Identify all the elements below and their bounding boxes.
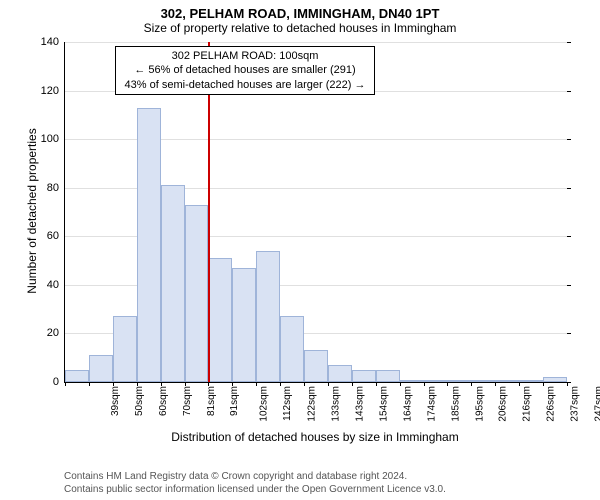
histogram-bar xyxy=(447,380,471,382)
x-tick-mark xyxy=(328,382,329,386)
x-tick-mark xyxy=(304,382,305,386)
histogram-bar xyxy=(376,370,400,382)
histogram-bar xyxy=(495,380,519,382)
histogram-bar xyxy=(400,380,424,382)
y-tick-label: 40 xyxy=(47,279,59,291)
x-tick-mark xyxy=(89,382,90,386)
x-tick-label: 164sqm xyxy=(402,386,413,422)
page-title: 302, PELHAM ROAD, IMMINGHAM, DN40 1PT xyxy=(0,0,600,21)
x-tick-label: 122sqm xyxy=(307,386,318,422)
histogram-bar xyxy=(113,316,137,382)
x-tick-mark xyxy=(161,382,162,386)
x-tick-label: 70sqm xyxy=(182,386,193,416)
x-tick-mark xyxy=(280,382,281,386)
histogram-bar xyxy=(328,365,352,382)
x-tick-label: 143sqm xyxy=(355,386,366,422)
histogram-bar xyxy=(232,268,256,382)
x-tick-label: 91sqm xyxy=(229,386,240,416)
x-tick-mark xyxy=(208,382,209,386)
x-tick-label: 226sqm xyxy=(546,386,557,422)
x-tick-label: 81sqm xyxy=(206,386,217,416)
x-axis-label: Distribution of detached houses by size … xyxy=(64,430,566,444)
x-tick-mark xyxy=(400,382,401,386)
x-tick-label: 112sqm xyxy=(282,386,293,421)
histogram-bar xyxy=(352,370,376,382)
x-tick-mark xyxy=(113,382,114,386)
x-tick-label: 185sqm xyxy=(450,386,461,422)
x-tick-label: 206sqm xyxy=(498,386,509,422)
histogram-bar xyxy=(519,380,543,382)
y-tick-label: 80 xyxy=(47,182,59,194)
x-tick-mark xyxy=(232,382,233,386)
histogram-bar xyxy=(280,316,304,382)
x-tick-label: 133sqm xyxy=(331,386,342,422)
x-tick-mark xyxy=(519,382,520,386)
histogram-bar xyxy=(161,185,185,382)
x-tick-mark xyxy=(495,382,496,386)
x-tick-mark xyxy=(376,382,377,386)
histogram-bar xyxy=(543,377,567,382)
histogram-bar xyxy=(208,258,232,382)
y-tick-mark xyxy=(567,139,571,140)
histogram-bar xyxy=(424,380,448,382)
y-tick-label: 60 xyxy=(47,230,59,242)
y-axis-label: Number of detached properties xyxy=(25,111,39,311)
histogram-bar xyxy=(89,355,113,382)
annotation-box: 302 PELHAM ROAD: 100sqm ← 56% of detache… xyxy=(115,46,375,95)
annotation-line-3: 43% of semi-detached houses are larger (… xyxy=(120,78,370,92)
footer-attribution: Contains HM Land Registry data © Crown c… xyxy=(64,470,446,496)
x-tick-label: 195sqm xyxy=(474,386,485,422)
x-tick-label: 50sqm xyxy=(134,386,145,416)
x-tick-label: 102sqm xyxy=(259,386,270,422)
histogram-bar xyxy=(471,380,495,382)
x-tick-mark xyxy=(424,382,425,386)
x-tick-label: 216sqm xyxy=(522,386,533,422)
x-tick-mark xyxy=(185,382,186,386)
y-tick-label: 0 xyxy=(53,376,59,388)
y-tick-label: 120 xyxy=(41,85,59,97)
histogram-bar xyxy=(304,350,328,382)
page-subtitle: Size of property relative to detached ho… xyxy=(0,21,600,35)
y-tick-mark xyxy=(567,285,571,286)
x-tick-mark xyxy=(256,382,257,386)
x-tick-label: 174sqm xyxy=(426,386,437,422)
histogram-bar xyxy=(137,108,161,382)
x-tick-mark xyxy=(447,382,448,386)
x-tick-mark xyxy=(65,382,66,386)
y-tick-mark xyxy=(567,42,571,43)
histogram-bar xyxy=(185,205,209,382)
y-tick-mark xyxy=(567,188,571,189)
x-tick-label: 237sqm xyxy=(570,386,581,422)
annotation-line-2: ← 56% of detached houses are smaller (29… xyxy=(120,63,370,77)
x-tick-mark xyxy=(543,382,544,386)
y-tick-label: 20 xyxy=(47,327,59,339)
histogram-bar xyxy=(65,370,89,382)
x-tick-mark xyxy=(137,382,138,386)
y-tick-mark xyxy=(567,333,571,334)
x-tick-mark xyxy=(471,382,472,386)
footer-line-2: Contains public sector information licen… xyxy=(64,483,446,496)
y-tick-label: 100 xyxy=(41,133,59,145)
x-tick-label: 39sqm xyxy=(110,386,121,416)
x-tick-mark xyxy=(352,382,353,386)
histogram-bar xyxy=(256,251,280,382)
y-tick-mark xyxy=(567,91,571,92)
annotation-line-1: 302 PELHAM ROAD: 100sqm xyxy=(120,49,370,63)
x-tick-label: 247sqm xyxy=(594,386,600,422)
x-tick-label: 60sqm xyxy=(158,386,169,416)
x-tick-mark xyxy=(567,382,568,386)
gridline xyxy=(65,42,567,43)
y-tick-label: 140 xyxy=(41,36,59,48)
y-tick-mark xyxy=(567,236,571,237)
footer-line-1: Contains HM Land Registry data © Crown c… xyxy=(64,470,446,483)
x-tick-label: 154sqm xyxy=(378,386,389,422)
